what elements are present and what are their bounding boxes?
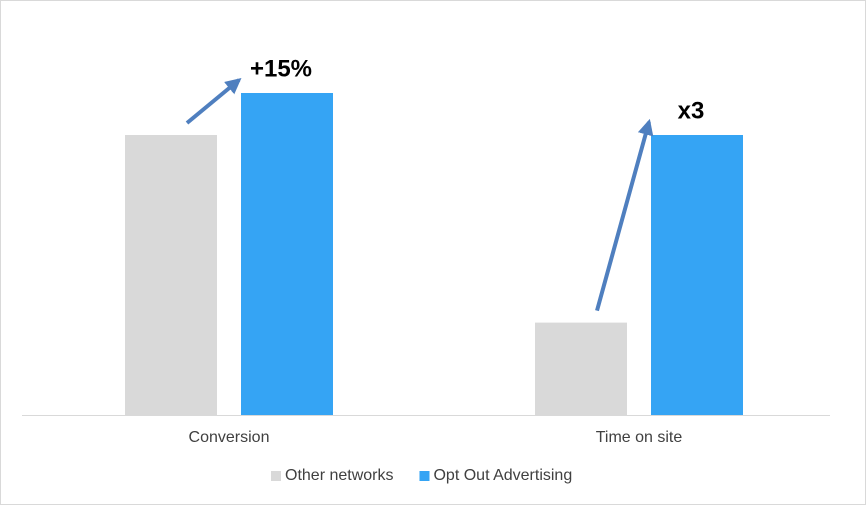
bar — [535, 322, 627, 415]
legend-swatch — [271, 471, 281, 481]
arrow — [185, 77, 242, 125]
annotation: +15% — [250, 55, 312, 82]
legend-label: Opt Out Advertising — [433, 467, 572, 484]
annotation: x3 — [678, 97, 705, 124]
bar — [651, 135, 743, 415]
legend-swatch — [419, 471, 430, 481]
bar — [125, 135, 217, 415]
bar — [241, 93, 333, 415]
arrow — [595, 118, 654, 312]
legend-label: Other networks — [285, 467, 393, 484]
x-tick-label: Time on site — [596, 429, 683, 446]
x-tick-label: Conversion — [189, 429, 270, 446]
